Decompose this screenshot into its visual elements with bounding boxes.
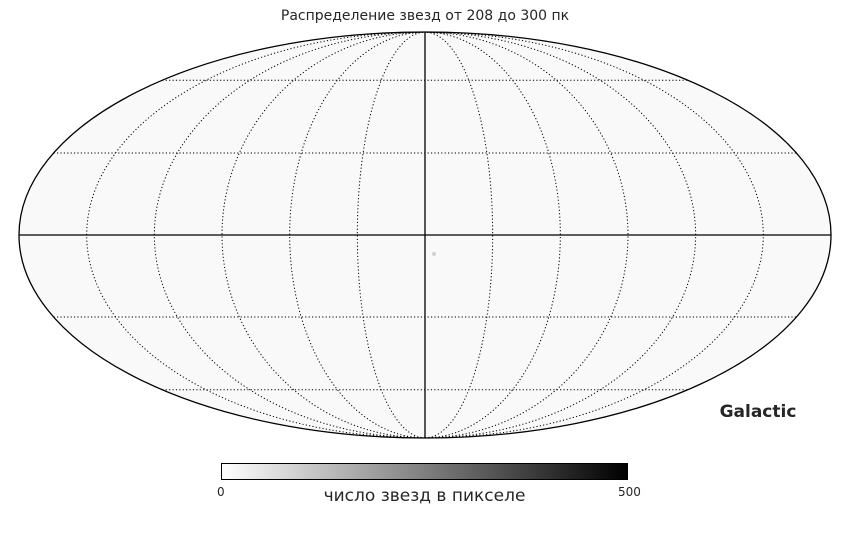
meridian-line (153, 31, 426, 439)
map-outline (18, 31, 832, 439)
map-hotspot (432, 251, 436, 256)
meridian-line (424, 31, 697, 439)
colorbar-gradient (222, 464, 627, 479)
meridian-line (356, 31, 426, 439)
meridian-line (424, 31, 629, 439)
colorbar-label: число звезд в пикселе (323, 486, 526, 506)
chart-title: Распределение звезд от 208 до 300 пк (280, 8, 570, 24)
colorbar-min-tick: 0 (217, 485, 225, 499)
meridian-line (221, 31, 426, 439)
colorbar (221, 463, 628, 480)
colorbar-max-tick: 500 (618, 485, 641, 499)
coordinate-system-label: Galactic (719, 402, 797, 422)
